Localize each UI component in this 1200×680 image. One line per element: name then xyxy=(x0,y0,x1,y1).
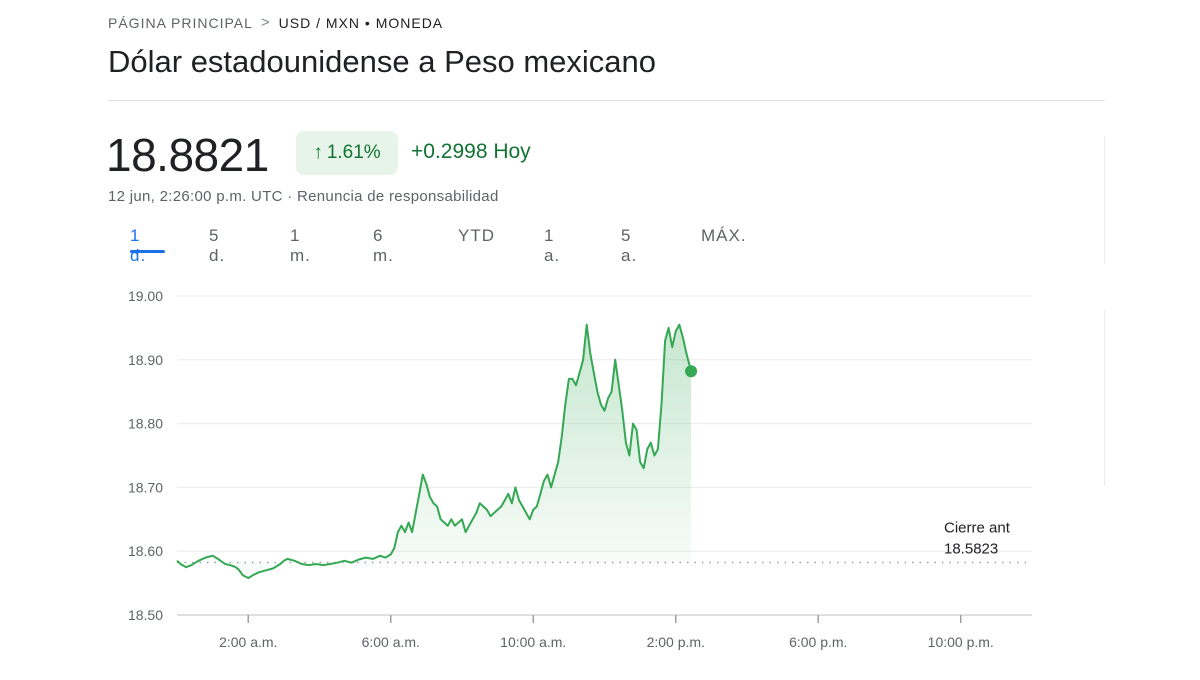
y-axis-labels: 19.00 18.90 18.80 18.70 18.60 18.50 xyxy=(128,288,163,623)
tab-max[interactable]: MÁX. xyxy=(701,226,747,245)
price-area-fill xyxy=(177,324,692,578)
active-tab-indicator xyxy=(130,250,165,253)
breadcrumb-current: USD / MXN • MONEDA xyxy=(278,14,444,31)
x-tick-label: 2:00 p.m. xyxy=(647,634,705,650)
y-tick-label: 19.00 xyxy=(128,288,163,304)
y-tick-label: 18.60 xyxy=(128,543,163,559)
x-tick-label: 2:00 a.m. xyxy=(219,634,277,650)
side-divider-bottom xyxy=(1104,310,1105,486)
change-percent-value: 1.61% xyxy=(326,142,381,163)
breadcrumb-home-link[interactable]: PÁGINA PRINCIPAL xyxy=(108,14,253,31)
arrow-up-icon: ↑ xyxy=(313,142,323,163)
x-tick-label: 10:00 p.m. xyxy=(928,634,994,650)
header-divider xyxy=(108,100,1105,101)
page-title: Dólar estadounidense a Peso mexicano xyxy=(108,44,657,79)
x-axis: 2:00 a.m. 6:00 a.m. 10:00 a.m. 2:00 p.m. 6:0… xyxy=(219,615,994,650)
price-series-line xyxy=(176,323,693,579)
tab-ytd[interactable]: YTD xyxy=(458,226,495,245)
quote-timestamp: 12 jun, 2:26:00 p.m. UTC · Renuncia de r… xyxy=(108,188,499,205)
x-tick-label: 6:00 p.m. xyxy=(789,634,847,650)
chevron-right-icon: > xyxy=(260,14,271,31)
x-tick-label: 6:00 a.m. xyxy=(362,634,420,650)
x-tick-label: 10:00 a.m. xyxy=(500,634,566,650)
y-tick-label: 18.90 xyxy=(128,352,163,368)
previous-close-value: 18.5823 xyxy=(944,540,998,557)
change-absolute: +0.2998 Hoy xyxy=(411,140,531,163)
change-percent-badge: ↑ 1.61% xyxy=(296,131,398,175)
y-tick-label: 18.70 xyxy=(128,479,163,495)
previous-close-label: Cierre ant xyxy=(944,519,1011,536)
tab-6m[interactable]: 6 m. xyxy=(373,226,394,265)
tab-5d[interactable]: 5 d. xyxy=(209,226,226,265)
tab-1y[interactable]: 1 a. xyxy=(544,226,561,265)
last-price-dot xyxy=(685,365,698,378)
tab-1m[interactable]: 1 m. xyxy=(290,226,311,265)
current-price: 18.8821 xyxy=(106,129,269,181)
side-divider-top xyxy=(1104,136,1105,264)
breadcrumb: PÁGINA PRINCIPAL > USD / MXN • MONEDA xyxy=(108,14,443,31)
tab-5y[interactable]: 5 a. xyxy=(621,226,638,265)
y-tick-label: 18.50 xyxy=(128,607,163,623)
y-tick-label: 18.80 xyxy=(128,416,163,432)
